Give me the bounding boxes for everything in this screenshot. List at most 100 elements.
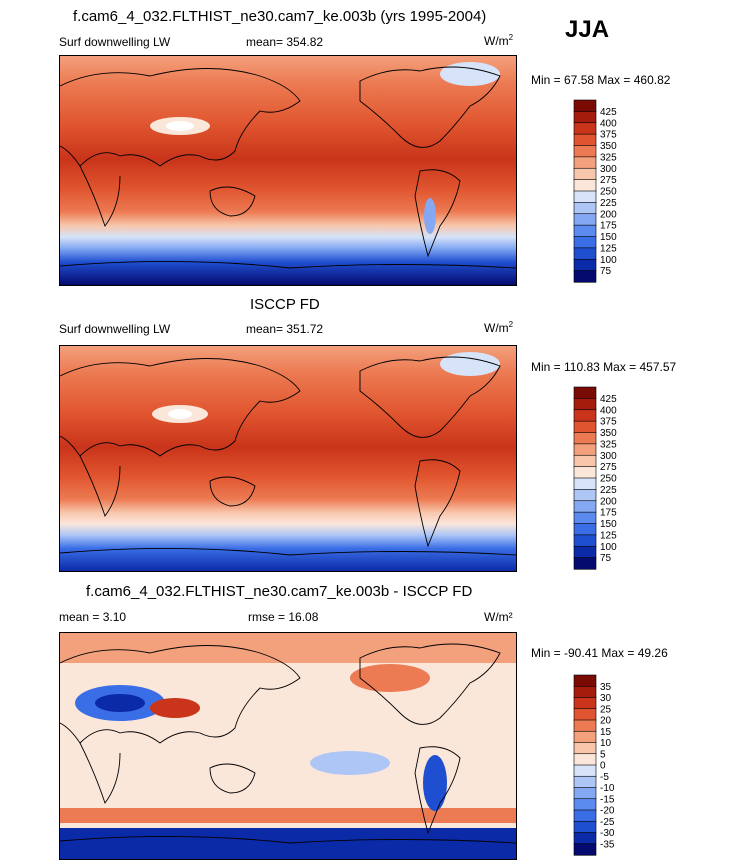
panel-2-colorbar-box <box>573 420 597 434</box>
panel-3-colorbar-tick-label: 35 <box>600 682 612 693</box>
panel-1-colorbar-box <box>573 145 597 158</box>
panel-2-colorbar-box <box>573 545 597 559</box>
panel-3-map <box>59 632 517 860</box>
panel-2-colorbar-box <box>573 443 597 456</box>
panel-2-colorbar-box <box>573 477 597 490</box>
panel-3-colorbar-box <box>573 820 597 834</box>
panel-3-antarctic-band <box>60 828 516 859</box>
panel-1-map <box>59 55 517 286</box>
panel-1-title: f.cam6_4_032.FLTHIST_ne30.cam7_ke.003b (… <box>73 8 487 25</box>
panel-1-mean-label: mean= 354.82 <box>246 35 324 49</box>
panel-1-colorbar-box <box>573 270 597 283</box>
panel-2-colorbar-box <box>573 511 597 525</box>
panel-3-colorbar-tick-label: -35 <box>600 839 615 850</box>
panel-1-colorbar-box <box>573 258 597 272</box>
panel-1-colorbar-tick-label: 150 <box>600 232 617 243</box>
panel-3-colorbar-box <box>573 787 597 800</box>
panel-2-colorbar-box <box>573 466 597 479</box>
panel-2-colorbar-tick-label: 125 <box>600 530 617 541</box>
panel-1-colorbar-tick-label: 325 <box>600 152 617 163</box>
panel-3-colorbar-box <box>573 697 597 710</box>
panel-1-colorbar-box <box>573 122 597 135</box>
panel-3-colorbar-box <box>573 798 597 811</box>
panel-1-colorbar-svg: 7510012515017520022525027530032535037540… <box>573 99 617 283</box>
panel-1-colorbar-tick-label: 175 <box>600 221 617 232</box>
panel-1-colorbar-tick-label: 100 <box>600 255 617 266</box>
panel-1-colorbar-tick-label: 225 <box>600 198 617 209</box>
panel-1-colorbar-tick-label: 425 <box>600 107 617 118</box>
panel-2-greenland <box>440 352 500 376</box>
panel-2-colorbar-tick-label: 300 <box>600 451 617 462</box>
panel-1-colorbar-box <box>573 224 597 238</box>
panel-3-colorbar-tick-label: -30 <box>600 828 615 839</box>
panel-2-colorbar-svg: 7510012515017520022525027530032535037540… <box>573 386 617 570</box>
panel-2-map <box>59 345 517 572</box>
panel-3-colorbar-box <box>573 753 597 766</box>
panel-3-colorbar-box <box>573 742 597 755</box>
panel-2-colorbar-box <box>573 534 597 547</box>
panel-2-colorbar-box <box>573 398 597 411</box>
panel-3-field <box>60 633 516 859</box>
panel-3-colorbar-tick-label: -20 <box>600 806 615 817</box>
panel-3-map-svg <box>60 633 516 859</box>
panel-2-units-label: W/m2 <box>484 320 514 335</box>
panel-1-coastlines <box>60 66 516 269</box>
panel-3-pacific-neg <box>310 751 390 775</box>
panel-1-colorbar-box <box>573 202 597 215</box>
panel-3-colorbar-tick-label: -25 <box>600 817 615 828</box>
panel-2-colorbar-tick-label: 150 <box>600 519 617 530</box>
panel-2-colorbar-tick-label: 200 <box>600 496 617 507</box>
panel-3-asia-pos <box>150 698 200 718</box>
panel-3-colorbar-box <box>573 730 597 744</box>
panel-2-title: ISCCP FD <box>250 296 320 313</box>
panel-2-colorbar-box <box>573 432 597 445</box>
panel-1-colorbar-tick-label: 300 <box>600 164 617 175</box>
panel-2-colorbar-tick-label: 375 <box>600 417 617 428</box>
panel-3-colorbar-box <box>573 775 597 789</box>
panel-2-minmax: Min = 110.83 Max = 457.57 <box>531 360 677 374</box>
panel-2-colorbar-tick-label: 100 <box>600 542 617 553</box>
panel-1-colorbar-tick-label: 275 <box>600 175 617 186</box>
panel-3-colorbar-box <box>573 832 597 845</box>
season-label: JJA <box>565 16 610 43</box>
panel-1-variable-label: Surf downwelling LW <box>59 35 171 49</box>
panel-2-colorbar-box <box>573 489 597 502</box>
panel-3-arctic-band <box>60 633 516 663</box>
panel-3-mean-label: mean = 3.10 <box>59 610 127 624</box>
panel-2-colorbar-tick-label: 350 <box>600 428 617 439</box>
panel-2-colorbar-box <box>573 409 597 422</box>
panel-2-colorbar-tick-label: 175 <box>600 508 617 519</box>
panel-2-variable-label: Surf downwelling LW <box>59 322 171 336</box>
panel-2-colorbar-box <box>573 454 597 468</box>
panel-3-rmse-label: rmse = 16.08 <box>248 610 319 624</box>
panel-3-colorbar-box <box>573 685 597 699</box>
panel-3-colorbar-tick-label: 0 <box>600 761 606 772</box>
panel-2-colorbar-tick-label: 75 <box>600 553 612 564</box>
panel-2-mean-label: mean= 351.72 <box>246 322 324 336</box>
panel-1-colorbar-box <box>573 213 597 226</box>
panel-1-minmax: Min = 67.58 Max = 460.82 <box>531 73 671 87</box>
panel-2-colorbar-box <box>573 386 597 399</box>
panel-1-colorbar-tick-label: 125 <box>600 243 617 254</box>
panel-2-map-svg <box>60 346 516 571</box>
panel-2-colorbar-tick-label: 250 <box>600 474 617 485</box>
panel-2-colorbar-box <box>573 557 597 570</box>
panel-3-colorbar-tick-label: 25 <box>600 704 612 715</box>
panel-3-colorbar-box <box>573 843 597 856</box>
panel-3-units-label: W/m² <box>484 610 513 624</box>
panel-3-colorbar-box <box>573 719 597 732</box>
panel-3-title: f.cam6_4_032.FLTHIST_ne30.cam7_ke.003b -… <box>86 583 473 600</box>
panel-3-colorbar-tick-label: 30 <box>600 693 612 704</box>
panel-1-colorbar-tick-label: 350 <box>600 141 617 152</box>
panel-2-colorbar-tick-label: 425 <box>600 394 617 405</box>
panel-1-colorbar-tick-label: 250 <box>600 187 617 198</box>
panel-3-southern-band <box>60 808 516 823</box>
panel-2-colorbar-tick-label: 275 <box>600 462 617 473</box>
panel-1-colorbar-box <box>573 111 597 124</box>
panel-3-colorbar-tick-label: -10 <box>600 783 615 794</box>
panel-3-colorbar-box <box>573 809 597 822</box>
panel-1-field <box>60 56 516 285</box>
panel-1-colorbar-tick-label: 75 <box>600 266 612 277</box>
panel-3-colorbar-tick-label: 10 <box>600 738 612 749</box>
panel-3-namerica-pos <box>350 664 430 692</box>
